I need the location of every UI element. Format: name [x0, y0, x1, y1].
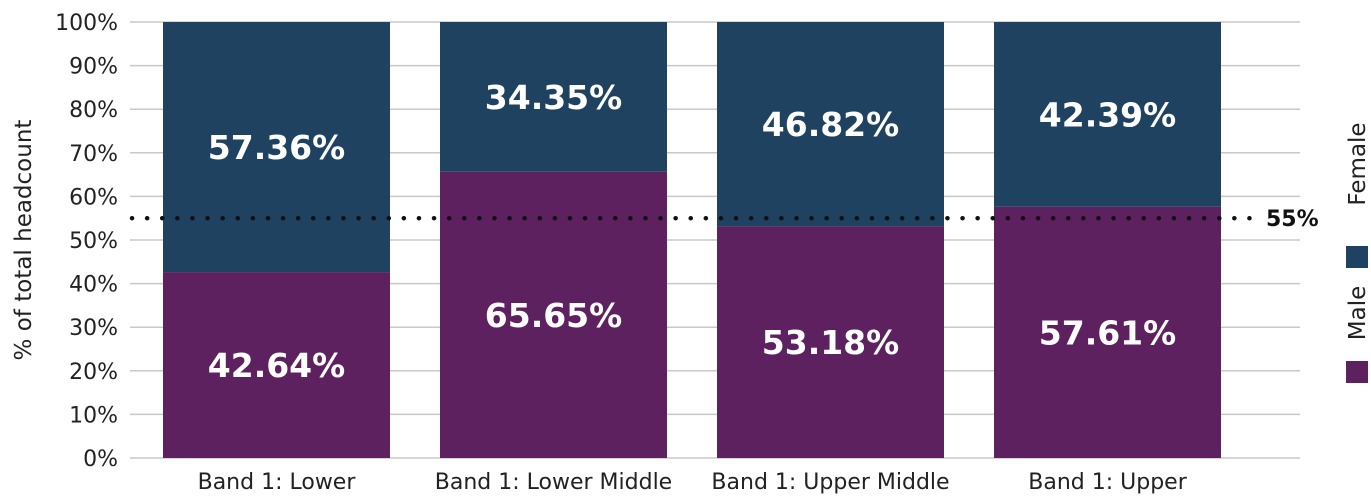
x-category-label: Band 1: Upper — [1028, 470, 1187, 495]
x-category-label: Band 1: Lower — [198, 470, 357, 495]
bar-male — [163, 272, 390, 458]
legend-label-female: Female — [1345, 122, 1371, 205]
legend-label-male: Male — [1345, 286, 1371, 340]
y-tick-label: 70% — [69, 142, 118, 167]
x-category-label: Band 1: Upper Middle — [711, 470, 949, 495]
data-label-female: 34.35% — [485, 78, 622, 117]
bar-male — [717, 226, 944, 458]
y-tick-label: 20% — [69, 360, 118, 385]
reference-line-label: 55% — [1266, 207, 1319, 232]
data-label-female: 57.36% — [208, 128, 345, 167]
legend-swatch-male — [1346, 361, 1368, 383]
legend-swatch-female — [1346, 246, 1368, 268]
bar-female — [717, 22, 944, 227]
y-tick-label: 10% — [69, 403, 118, 428]
y-tick-label: 50% — [69, 229, 118, 254]
data-label-male: 57.61% — [1039, 313, 1176, 352]
y-tick-label: 0% — [83, 447, 118, 472]
x-axis-ticks: Band 1: Lower Band 1: Lower Middle Band 1:… — [198, 470, 1188, 495]
bar-male — [994, 206, 1221, 458]
bar-female — [163, 22, 390, 273]
bar-female — [994, 22, 1221, 207]
x-category-label: Band 1: Lower Middle — [435, 470, 672, 495]
bars: 42.64% 57.36% 65.65% 34.35% 53.18% 46.82% 57.6… — [163, 22, 1221, 459]
y-tick-label: 90% — [69, 55, 118, 80]
reference-line-group: 55% — [129, 207, 1319, 232]
y-tick-label: 80% — [69, 98, 118, 123]
bar-female — [440, 22, 667, 172]
y-tick-label: 40% — [69, 273, 118, 298]
y-axis-ticks: 0% 10% 20% 30% 40% 50% 60% 70% 80% 90% 100% — [55, 11, 118, 472]
data-label-female: 42.39% — [1039, 95, 1176, 134]
data-label-male: 53.18% — [762, 323, 899, 362]
y-tick-label: 100% — [55, 11, 118, 36]
data-label-male: 65.65% — [485, 296, 622, 335]
y-tick-label: 60% — [69, 185, 118, 210]
data-label-female: 46.82% — [762, 105, 899, 144]
data-label-male: 42.64% — [208, 346, 345, 385]
y-tick-label: 30% — [69, 316, 118, 341]
y-axis-title: % of total headcount — [11, 120, 37, 361]
legend: Female Male — [1345, 122, 1371, 383]
